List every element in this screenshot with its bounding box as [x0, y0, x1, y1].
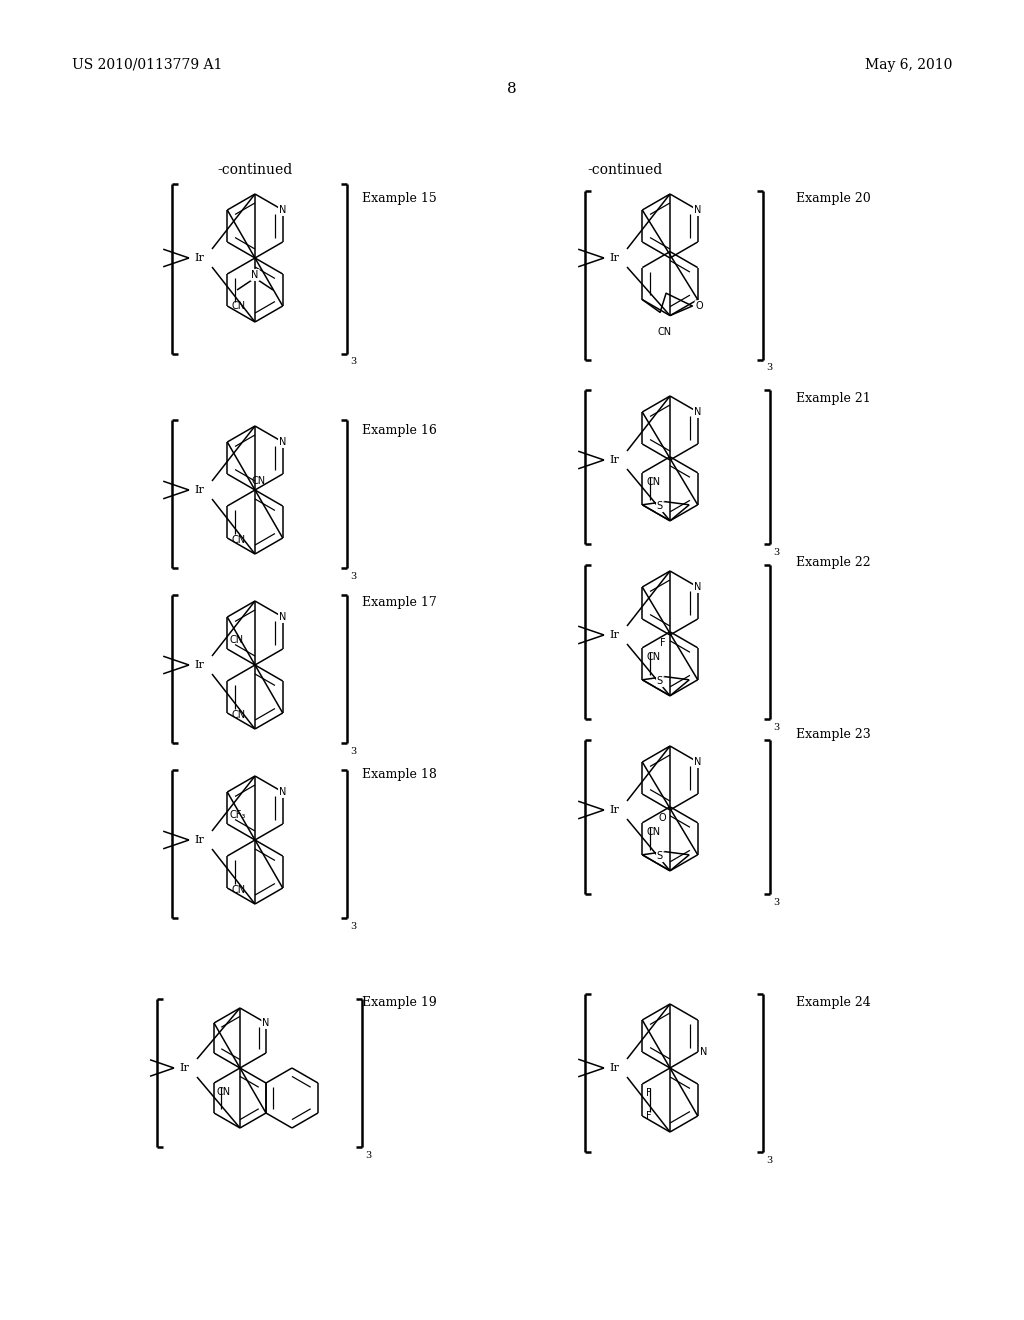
Text: O: O [658, 813, 666, 822]
Text: Example 24: Example 24 [796, 997, 870, 1008]
Text: S: S [656, 502, 663, 511]
Text: N: N [279, 787, 287, 797]
Text: Ir: Ir [194, 484, 204, 495]
Text: CN: CN [231, 884, 246, 895]
Text: 8: 8 [507, 82, 517, 96]
Text: S: S [656, 851, 663, 862]
Text: N: N [279, 612, 287, 622]
Text: US 2010/0113779 A1: US 2010/0113779 A1 [72, 58, 222, 73]
Text: CN: CN [231, 710, 246, 719]
Text: Example 16: Example 16 [362, 424, 437, 437]
Text: Ir: Ir [609, 455, 618, 465]
Text: CN: CN [251, 477, 265, 486]
Text: N: N [251, 271, 259, 280]
Text: 3: 3 [350, 573, 356, 581]
Text: Example 23: Example 23 [796, 729, 870, 741]
Text: CN: CN [229, 635, 244, 645]
Text: 3: 3 [350, 923, 356, 932]
Text: N: N [694, 407, 701, 417]
Text: N: N [694, 582, 701, 591]
Text: Ir: Ir [609, 630, 618, 640]
Text: N: N [262, 1018, 269, 1028]
Text: 3: 3 [773, 898, 779, 907]
Text: Example 21: Example 21 [796, 392, 870, 405]
Text: F: F [660, 638, 666, 648]
Text: Ir: Ir [609, 1063, 618, 1073]
Text: Ir: Ir [179, 1063, 188, 1073]
Text: CN: CN [646, 652, 660, 661]
Text: CN: CN [658, 327, 672, 337]
Text: CN: CN [646, 477, 660, 487]
Text: Ir: Ir [609, 805, 618, 814]
Text: Example 20: Example 20 [796, 191, 870, 205]
Text: N: N [279, 437, 287, 447]
Text: 3: 3 [365, 1151, 372, 1160]
Text: Ir: Ir [194, 836, 204, 845]
Text: CN: CN [646, 826, 660, 837]
Text: N: N [694, 205, 701, 215]
Text: Example 15: Example 15 [362, 191, 437, 205]
Text: CN: CN [216, 1086, 230, 1097]
Text: Ir: Ir [609, 253, 618, 263]
Text: O: O [695, 301, 703, 312]
Text: 3: 3 [766, 363, 772, 372]
Text: S: S [656, 676, 663, 686]
Text: 3: 3 [350, 356, 356, 366]
Text: CN: CN [231, 535, 246, 545]
Text: Example 18: Example 18 [362, 768, 437, 781]
Text: Ir: Ir [194, 253, 204, 263]
Text: F: F [646, 1111, 652, 1121]
Text: F: F [646, 1088, 652, 1098]
Text: CF₃: CF₃ [229, 810, 246, 820]
Text: 3: 3 [766, 1155, 772, 1164]
Text: 3: 3 [350, 747, 356, 756]
Text: N: N [699, 1047, 708, 1057]
Text: -continued: -continued [217, 162, 293, 177]
Text: Ir: Ir [194, 660, 204, 671]
Text: May 6, 2010: May 6, 2010 [864, 58, 952, 73]
Text: Example 22: Example 22 [796, 556, 870, 569]
Text: N: N [279, 205, 287, 215]
Text: -continued: -continued [588, 162, 663, 177]
Text: Example 19: Example 19 [362, 997, 437, 1008]
Text: 3: 3 [773, 722, 779, 731]
Text: 3: 3 [773, 548, 779, 557]
Text: Example 17: Example 17 [362, 597, 437, 609]
Text: N: N [694, 756, 701, 767]
Text: CN: CN [231, 301, 246, 312]
